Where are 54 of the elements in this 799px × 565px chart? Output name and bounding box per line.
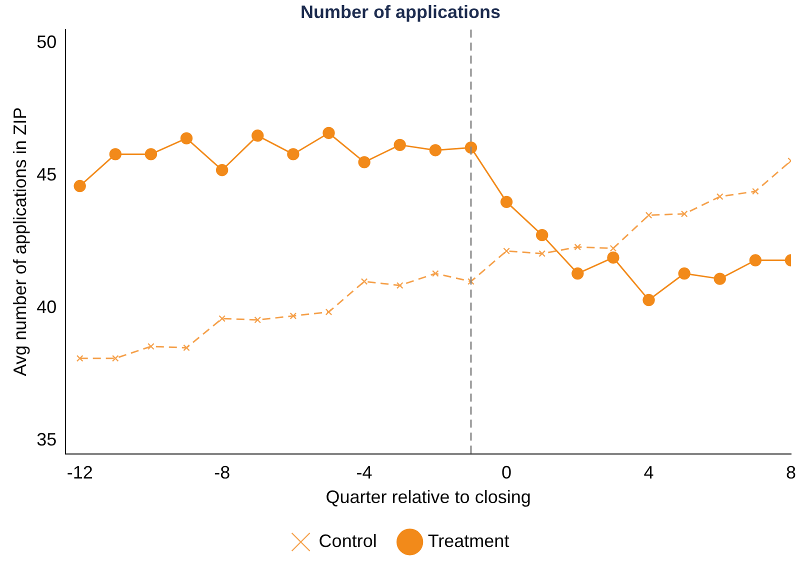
point (360, 278, 368, 285)
point (645, 212, 652, 219)
x-axis-title: Quarter relative to closing (326, 487, 531, 508)
point (500, 196, 513, 208)
point (290, 312, 297, 320)
point (358, 156, 370, 168)
point (432, 270, 439, 277)
point (752, 188, 759, 195)
legend-label: Treatment (428, 530, 510, 551)
y-tick-label: 45 (36, 164, 57, 184)
point (503, 248, 510, 254)
point (394, 138, 406, 152)
point (325, 308, 332, 316)
point (76, 354, 84, 362)
point (144, 148, 158, 160)
y-tick-label: 35 (36, 430, 57, 450)
point (252, 130, 264, 142)
point (254, 316, 262, 324)
point (680, 210, 688, 218)
x-tick-label: 8 (786, 462, 796, 483)
point (714, 272, 726, 285)
x-tick-label: -8 (214, 462, 230, 483)
x-tick-label: 0 (502, 462, 512, 483)
point (74, 180, 86, 192)
x-tick-label: 4 (644, 462, 654, 483)
chart-title: Number of applications (300, 2, 501, 22)
point (574, 244, 582, 250)
point (148, 342, 154, 350)
x-tick-label: -4 (356, 462, 372, 483)
y-axis-title: Avg number of applications in ZIP (10, 107, 30, 376)
point (610, 244, 617, 252)
y-tick-label: 40 (36, 296, 57, 317)
point (749, 254, 762, 266)
point (538, 250, 546, 258)
point (607, 252, 620, 264)
point (287, 148, 300, 160)
point (322, 126, 335, 140)
point (218, 315, 226, 322)
point (109, 148, 122, 160)
point (536, 228, 548, 242)
point (216, 164, 228, 176)
point (468, 278, 474, 285)
point (112, 354, 119, 362)
point (183, 344, 190, 352)
legend-label: Control (318, 530, 377, 551)
y-tick-label: 50 (36, 32, 57, 52)
point (678, 267, 690, 280)
point (180, 132, 193, 144)
point (642, 294, 655, 306)
point (429, 144, 442, 156)
point (572, 267, 584, 280)
point (396, 282, 404, 289)
point (716, 193, 724, 200)
x-tick-label: -12 (66, 462, 93, 483)
